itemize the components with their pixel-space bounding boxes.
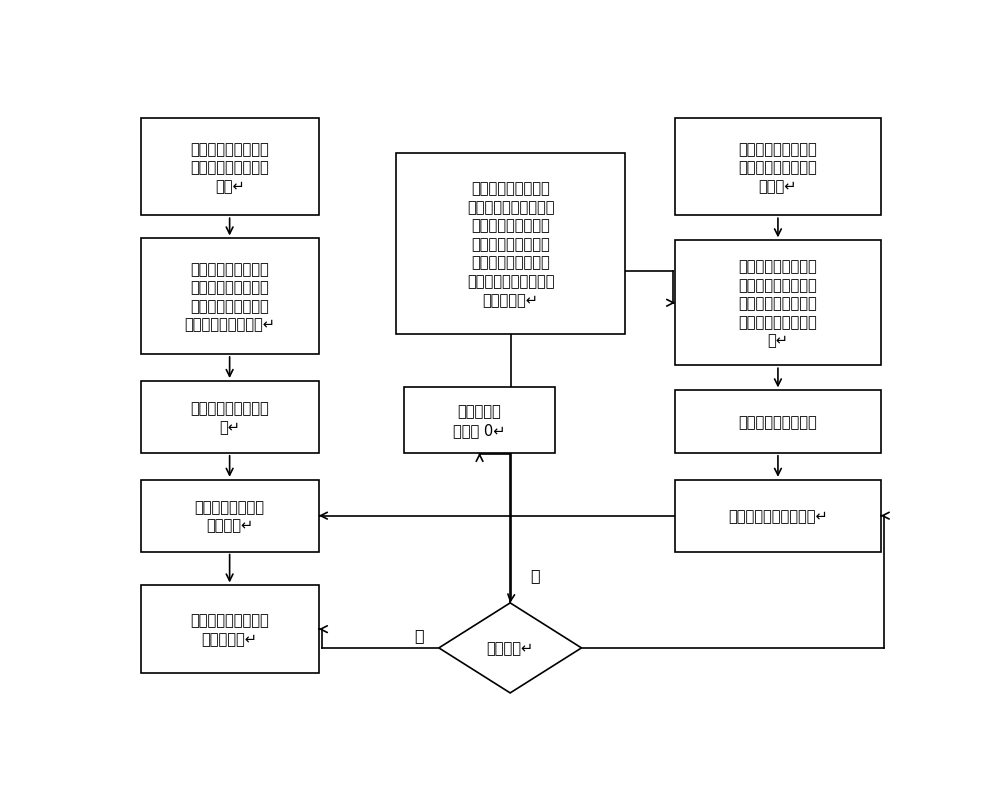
Text: 构建孟生卷积神经网
络↵: 构建孟生卷积神经网 络↵ (190, 401, 269, 434)
Text: 单通道卷积神经网络
样本的训练集和测试
集中的图像分别进行
灰度处理和归一化处
理↵: 单通道卷积神经网络 样本的训练集和测试 集中的图像分别进行 灰度处理和归一化处 … (739, 259, 817, 348)
Polygon shape (439, 603, 581, 693)
Text: 构建孟生卷积神经网
络样本的训练集和测
试集↵: 构建孟生卷积神经网 络样本的训练集和测 试集↵ (190, 141, 269, 194)
Text: 否: 否 (530, 568, 540, 582)
FancyBboxPatch shape (140, 239, 319, 354)
FancyBboxPatch shape (140, 480, 319, 552)
FancyBboxPatch shape (396, 153, 625, 335)
Text: 直接返回永
腾等级 0↵: 直接返回永 腾等级 0↵ (453, 404, 506, 437)
Text: 训练得到永腾判断模型↵: 训练得到永腾判断模型↵ (728, 508, 828, 524)
FancyBboxPatch shape (404, 388, 555, 453)
Text: 孟生卷积神经网络样
本的训练集和测试集
中的图像分别进行灰
度处理和归一化处理↵: 孟生卷积神经网络样 本的训练集和测试集 中的图像分别进行灰 度处理和归一化处理↵ (184, 261, 275, 333)
Text: 构建单通道卷积神经
网络样本的训练集和
测试集↵: 构建单通道卷积神经 网络样本的训练集和 测试集↵ (739, 141, 817, 194)
FancyBboxPatch shape (140, 586, 319, 673)
Text: 使用摄像头拍摄待测
液体内部视频，从内部
视频中提取图像有效
区域并对有效区域进
行灰度处理和归一化
处理，并将生成的数据
作为测试集↵: 使用摄像头拍摄待测 液体内部视频，从内部 视频中提取图像有效 区域并对有效区域进… (467, 181, 554, 307)
FancyBboxPatch shape (675, 241, 881, 366)
FancyBboxPatch shape (140, 381, 319, 453)
Text: 构建单通道卷积神经: 构建单通道卷积神经 (739, 414, 817, 430)
FancyBboxPatch shape (675, 119, 881, 216)
Text: 训练得到永腾级别
判断模型↵: 训练得到永腾级别 判断模型↵ (195, 500, 265, 533)
Text: 是否永腾↵: 是否永腾↵ (487, 641, 534, 655)
Text: 是: 是 (415, 627, 424, 642)
FancyBboxPatch shape (140, 119, 319, 216)
FancyBboxPatch shape (675, 391, 881, 453)
Text: 计算并返回待测液体
的永腾等级↵: 计算并返回待测液体 的永腾等级↵ (190, 612, 269, 646)
FancyBboxPatch shape (675, 480, 881, 552)
